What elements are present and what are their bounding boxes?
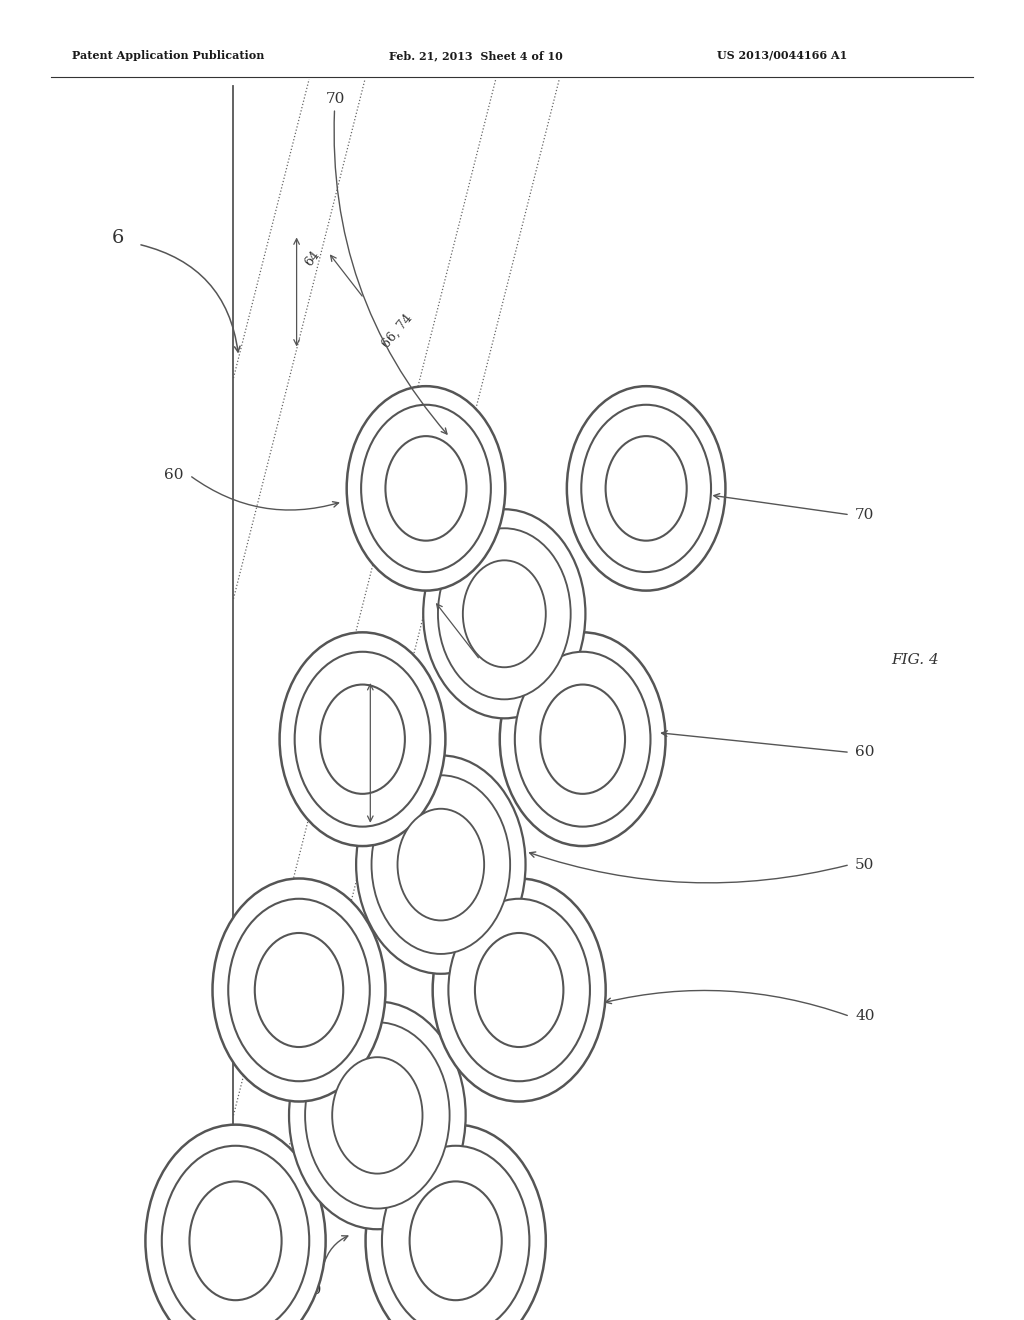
Circle shape [397,809,484,920]
Circle shape [500,632,666,846]
Text: 60: 60 [164,469,184,482]
Circle shape [347,387,505,590]
Circle shape [213,879,385,1101]
Circle shape [162,1146,309,1320]
Text: 70: 70 [326,92,345,106]
Circle shape [463,560,546,668]
Circle shape [145,1125,326,1320]
Text: FIG. 4: FIG. 4 [891,653,939,667]
Text: 66, 74: 66, 74 [379,312,415,351]
Circle shape [295,652,430,826]
Circle shape [438,528,570,700]
Circle shape [189,1181,282,1300]
Circle shape [228,899,370,1081]
Text: 70: 70 [855,508,874,521]
Circle shape [366,1125,546,1320]
Circle shape [372,775,510,954]
Circle shape [515,652,650,826]
Circle shape [385,436,467,541]
Text: 46, 54: 46, 54 [496,673,531,713]
Text: 60: 60 [855,746,874,759]
Circle shape [475,933,563,1047]
Text: 50: 50 [855,858,874,871]
Circle shape [410,1181,502,1300]
Text: US 2013/0044166 A1: US 2013/0044166 A1 [717,50,847,61]
Circle shape [321,685,404,793]
Text: 44: 44 [376,710,395,730]
Text: 40: 40 [855,1010,874,1023]
Text: 6: 6 [112,228,124,247]
Circle shape [423,510,586,718]
Text: 50: 50 [303,1283,323,1298]
Circle shape [541,685,625,793]
Circle shape [567,387,725,590]
Circle shape [582,405,711,572]
Circle shape [332,1057,423,1173]
Circle shape [289,1002,466,1229]
Text: Patent Application Publication: Patent Application Publication [72,50,264,61]
Text: 40: 40 [199,1274,218,1288]
Circle shape [361,405,490,572]
Circle shape [356,755,525,974]
Circle shape [449,899,590,1081]
Circle shape [382,1146,529,1320]
Circle shape [305,1022,450,1209]
Circle shape [255,933,343,1047]
Circle shape [605,436,687,541]
Text: Feb. 21, 2013  Sheet 4 of 10: Feb. 21, 2013 Sheet 4 of 10 [389,50,563,61]
Circle shape [280,632,445,846]
Text: 64: 64 [302,248,322,269]
Circle shape [433,879,605,1101]
